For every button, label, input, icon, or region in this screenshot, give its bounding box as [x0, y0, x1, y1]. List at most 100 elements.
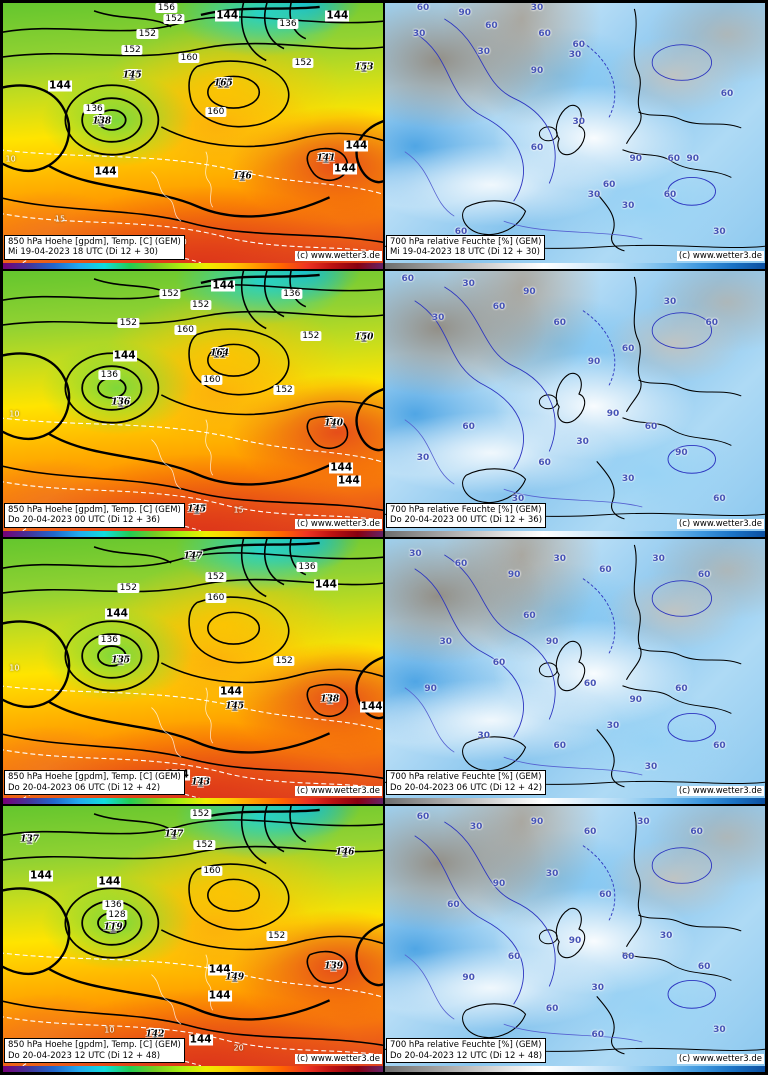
humidity-label: 60	[507, 951, 521, 962]
humidity-label: 90	[545, 637, 559, 648]
caption-datetime: Mi 19-04-2023 18 UTC (Di 12 + 30)	[8, 247, 158, 258]
map-caption: 700 hPa relative Feuchte [%] (GEM) Do 20…	[386, 502, 547, 528]
contour-label-bold: 144	[314, 578, 338, 591]
humidity-label: 30	[469, 822, 483, 833]
contour-label-bold: 144	[97, 875, 122, 888]
humidity-label: 60	[583, 827, 597, 838]
humidity-label: 90	[530, 816, 544, 827]
humidity-label: 60	[705, 317, 719, 328]
caption-parameter: 850 hPa Hoehe [gpdm], Temp. [C] (GEM)	[8, 772, 181, 783]
humidity-label: 30	[591, 983, 605, 994]
humidity-color-legend	[385, 798, 765, 805]
contour-label: 152	[159, 289, 181, 300]
copyright: (c) www.wetter3.de	[676, 250, 764, 261]
humidity-label: 30	[572, 117, 586, 128]
humidity-label: 30	[652, 554, 665, 565]
map-labels: 30 60 90 30 60 30 60 90 60 30 60 90 60 30 60 30 90 60 30 60	[385, 539, 765, 799]
panel-700hpa-plus30: 60 90 30 30 60 60 30 90 60 30 60 90 60 90 60 30 30 60 30 60…	[384, 2, 766, 270]
humidity-label: 30	[530, 3, 544, 14]
contour-label: 136	[98, 369, 120, 380]
contour-label: 136	[98, 634, 120, 645]
temperature-color-legend	[3, 1066, 383, 1072]
weather-map-850hpa: T 147 152 152 136 144 160 144 136 T 135 152 144 T 145 T…	[3, 538, 383, 799]
contour-label-bold: 144	[344, 139, 369, 152]
humidity-label: 90	[606, 408, 620, 419]
humidity-label: 90	[462, 972, 475, 983]
contour-label: 152	[273, 385, 295, 396]
caption-datetime: Do 20-04-2023 06 UTC (Di 12 + 42)	[390, 782, 543, 793]
contour-label: 152	[163, 13, 185, 24]
humidity-label: 30	[576, 437, 589, 448]
temperature-label: 20	[233, 1043, 244, 1053]
caption-datetime: Do 20-04-2023 06 UTC (Di 12 + 42)	[8, 782, 161, 793]
humidity-label: 90	[530, 65, 544, 76]
humidity-label: 60	[720, 88, 734, 99]
humidity-color-legend	[385, 530, 765, 537]
humidity-label: 90	[492, 879, 506, 890]
panel-850hpa-plus42: T 147 152 152 136 144 160 144 136 T 135 152 144 T 145 T…	[2, 537, 384, 806]
humidity-label: 60	[675, 684, 688, 695]
temperature-label: 10	[5, 154, 16, 164]
contour-label-bold: 144	[333, 162, 357, 175]
weather-map-700hpa: 60 30 90 60 30 60 90 60 30 60 90 60 30 60 30 60 90 60 30 60	[385, 806, 765, 1066]
contour-label: 152	[121, 44, 143, 55]
temperature-label: 15	[233, 505, 244, 515]
humidity-label: 60	[447, 899, 460, 910]
weather-map-700hpa: 30 60 90 30 60 30 60 90 60 30 60 90 60 30 60 30 90 60 30 60	[385, 538, 765, 799]
humidity-label: 60	[523, 611, 536, 622]
panel-850hpa-plus30: 156 152 152 152 144 144 136 152 T 153 160 T 145 H 165 1…	[2, 2, 384, 270]
humidity-label: 60	[599, 564, 612, 575]
map-labels: 152 152 152 144 136 160 H 164 160 144 136 T 136 152 15…	[9, 279, 374, 518]
humidity-label: 90	[523, 286, 536, 297]
humidity-label: 60	[553, 317, 567, 328]
humidity-label: 60	[401, 273, 415, 284]
contour-label: 152	[205, 572, 227, 583]
humidity-label: 30	[553, 554, 567, 565]
map-caption: 850 hPa Hoehe [gpdm], Temp. [C] (GEM) Do…	[4, 1038, 185, 1063]
map-labels: 156 152 152 152 144 144 136 152 T 153 160 T 145 H 165 1…	[3, 3, 383, 263]
caption-datetime: Do 20-04-2023 12 UTC (Di 12 + 48)	[390, 1050, 543, 1061]
humidity-label: 60	[572, 39, 586, 50]
temperature-label: 10	[9, 409, 20, 419]
map-caption: 700 hPa relative Feuchte [%] (GEM) Do 20…	[386, 770, 547, 796]
copyright: (c) www.wetter3.de	[676, 786, 764, 797]
humidity-label: 30	[621, 200, 635, 211]
humidity-label: 90	[629, 694, 643, 705]
humidity-label: 30	[659, 931, 673, 942]
contour-label: 152	[136, 29, 158, 40]
humidity-label: 90	[686, 153, 700, 164]
contour-label-bold: 144	[207, 989, 232, 1002]
copyright: (c) www.wetter3.de	[294, 518, 382, 529]
contour-label-bold: 144	[336, 474, 361, 487]
humidity-label: 60	[621, 951, 635, 962]
contour-label: 152	[190, 299, 212, 310]
contour-label-bold: 144	[219, 685, 243, 698]
contour-label: 160	[201, 866, 223, 877]
contour-label: 152	[273, 655, 295, 666]
contour-label-bold: 144	[93, 165, 118, 178]
contour-label: 160	[205, 107, 227, 118]
humidity-label: 60	[538, 29, 551, 40]
humidity-label: 30	[431, 312, 445, 323]
contour-label: 152	[117, 582, 139, 593]
map-labels: 60 30 90 60 30 60 90 60 30 60 90 60 30 60 30 60 90 60 30 60	[385, 806, 765, 1066]
humidity-label: 60	[538, 457, 551, 468]
humidity-label: 30	[462, 278, 475, 289]
humidity-label: 30	[409, 549, 422, 560]
contour-label: 160	[205, 593, 227, 604]
contour-label-bold: 144	[359, 700, 383, 713]
contour-label: 160	[174, 325, 196, 336]
copyright: (c) www.wetter3.de	[294, 1054, 382, 1064]
copyright: (c) www.wetter3.de	[294, 786, 382, 797]
copyright: (c) www.wetter3.de	[676, 1054, 764, 1064]
temperature-color-legend	[3, 798, 383, 805]
humidity-label: 60	[697, 962, 711, 973]
caption-parameter: 700 hPa relative Feuchte [%] (GEM)	[390, 504, 542, 515]
humidity-label: 60	[553, 741, 567, 752]
map-caption: 700 hPa relative Feuchte [%] (GEM) Do 20…	[386, 1038, 547, 1063]
map-caption: 850 hPa Hoehe [gpdm], Temp. [C] (GEM) Do…	[4, 770, 185, 796]
weather-map-700hpa: 60 30 90 60 30 60 90 60 30 60 90 60 30 60 30 90 60 30 60 30	[385, 270, 765, 531]
contour-label-bold: 144	[215, 9, 240, 22]
humidity-label: 30	[439, 637, 453, 648]
